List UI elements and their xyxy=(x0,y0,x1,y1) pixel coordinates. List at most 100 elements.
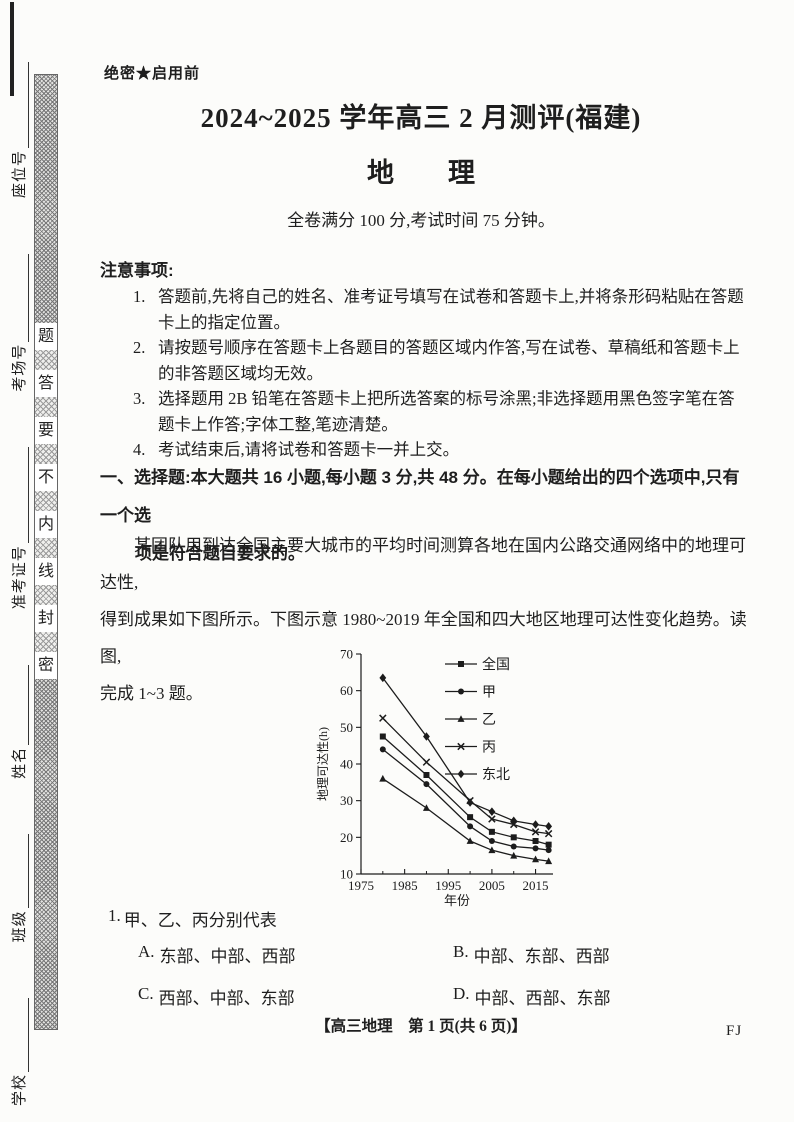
chart-axes: 10 20 30 40 50 60 70 1975 1985 1995 2005 2015 年份 地理可达… xyxy=(316,647,553,908)
exam-info-line: 全卷满分 100 分,考试时间 75 分钟。 xyxy=(287,211,555,230)
note-number: 4. xyxy=(133,440,146,459)
seal-char: 不 xyxy=(35,464,57,491)
question-number: 1. xyxy=(108,906,121,925)
page-footer: 【高三地理 第 1 页(共 6 页)】 xyxy=(315,1018,527,1035)
option-d-text: 中部、西部、东部 xyxy=(474,989,611,1008)
field-class-blank xyxy=(13,834,29,909)
accessibility-line-chart: 10 20 30 40 50 60 70 1975 1985 1995 2005 2015 年份 地理可达… xyxy=(315,640,565,908)
svg-text:丙: 丙 xyxy=(482,740,496,755)
option-a: A. 东部、中部、西部 xyxy=(138,942,453,967)
field-exam-room: 考场号 xyxy=(8,253,29,392)
seal-bar-text: 题 答 要 不 内 线 封 密 xyxy=(35,323,57,679)
seal-char: 内 xyxy=(35,511,57,538)
question-stem: 甲、乙、丙分别代表 xyxy=(123,911,277,930)
passage-line: 完成 1~3 题。 xyxy=(100,684,203,703)
seal-line-bar: 题 答 要 不 内 线 封 密 xyxy=(34,74,58,1030)
svg-text:1975: 1975 xyxy=(348,878,374,893)
field-name-blank xyxy=(13,664,29,745)
option-c: C. 西部、中部、东部 xyxy=(138,984,453,1009)
svg-text:全国: 全国 xyxy=(482,656,510,673)
svg-text:东北: 东北 xyxy=(482,767,510,783)
note-number: 2. xyxy=(133,338,146,357)
option-a-text: 东部、中部、西部 xyxy=(159,947,296,966)
accessibility-line-chart-svg: 10 20 30 40 50 60 70 1975 1985 1995 2005 2015 年份 地理可达… xyxy=(316,647,553,908)
note-number: 1. xyxy=(133,287,146,306)
option-b-key: B. xyxy=(453,942,469,961)
note-item: 4. 考试结束后,请将试卷和答题卡一并上交。 xyxy=(133,437,745,463)
svg-text:2005: 2005 xyxy=(479,878,505,893)
seal-char: 答 xyxy=(35,370,57,397)
svg-text:地理可达性(h): 地理可达性(h) xyxy=(316,727,330,801)
svg-text:年份: 年份 xyxy=(444,893,470,908)
note-text: 考试结束后,请将试卷和答题卡一并上交。 xyxy=(158,440,460,459)
field-seat-number-label: 座位号 xyxy=(12,150,28,199)
secrecy-notice: 绝密★启用前 xyxy=(104,65,201,82)
option-c-key: C. xyxy=(138,984,154,1003)
field-admission-number-label: 准考证号 xyxy=(12,545,28,610)
seal-char: 题 xyxy=(35,323,57,350)
option-a-key: A. xyxy=(138,942,155,961)
svg-text:70: 70 xyxy=(340,647,353,662)
field-class: 班级 xyxy=(8,834,29,942)
series-丙 xyxy=(379,714,553,838)
footer-region-code: FJ xyxy=(726,1023,743,1039)
svg-text:50: 50 xyxy=(340,720,353,735)
seal-char: 封 xyxy=(35,605,57,632)
notes-list: 1. 答题前,先将自己的姓名、准考证号填写在试卷和答题卡上,并将条形码粘贴在答题… xyxy=(133,284,745,463)
svg-text:1985: 1985 xyxy=(392,878,418,893)
field-school: 学校 xyxy=(8,997,29,1106)
series-全国 xyxy=(379,733,552,848)
series-乙 xyxy=(379,774,553,865)
section-heading: 一、选择题:本大题共 16 小题,每小题 3 分,共 48 分。在每小题给出的四… xyxy=(100,459,748,573)
field-admission-number: 准考证号 xyxy=(8,447,29,609)
svg-text:1995: 1995 xyxy=(435,878,461,893)
question-1: 1. 甲、乙、丙分别代表 xyxy=(108,906,277,931)
svg-text:甲: 甲 xyxy=(482,685,496,700)
subject-title: 地 理 xyxy=(367,158,475,188)
scan-edge-mark xyxy=(10,2,14,96)
svg-text:20: 20 xyxy=(340,830,353,845)
note-item: 2. 请按题号顺序在答题卡上各题目的答题区域内作答,写在试卷、草稿纸和答题卡上的… xyxy=(133,335,745,386)
option-d: D. 中部、西部、东部 xyxy=(453,984,750,1009)
field-school-label: 学校 xyxy=(12,1073,28,1106)
field-seat-number: 座位号 xyxy=(8,62,29,198)
option-c-text: 西部、中部、东部 xyxy=(158,989,295,1008)
exam-title: 2024~2025 学年高三 2 月测评(福建) xyxy=(200,103,642,133)
svg-text:30: 30 xyxy=(340,793,353,808)
series-甲 xyxy=(379,746,552,854)
field-name-label: 姓名 xyxy=(12,746,28,779)
passage: 某团队用到达全国主要大城市的平均时间测算各地在国内公路交通网络中的地理可达性, … xyxy=(100,527,748,712)
option-b: B. 中部、东部、西部 xyxy=(453,942,750,967)
svg-text:60: 60 xyxy=(340,683,353,698)
svg-text:乙: 乙 xyxy=(482,712,496,728)
note-number: 3. xyxy=(133,389,146,408)
option-b-text: 中部、东部、西部 xyxy=(473,947,610,966)
series-东北 xyxy=(379,673,553,831)
note-text: 请按题号顺序在答题卡上各题目的答题区域内作答,写在试卷、草稿纸和答题卡上的非答题… xyxy=(158,338,740,383)
option-d-key: D. xyxy=(453,984,470,1003)
notes-heading: 注意事项: xyxy=(100,261,174,280)
question-1-options: A. 东部、中部、西部 B. 中部、东部、西部 C. 西部、中部、东部 D. 中… xyxy=(138,942,750,1009)
svg-text:2015: 2015 xyxy=(523,878,549,893)
field-seat-number-blank xyxy=(13,62,29,149)
field-class-label: 班级 xyxy=(12,910,28,943)
field-exam-room-blank xyxy=(13,253,29,342)
seal-char: 线 xyxy=(35,558,57,585)
passage-line: 得到成果如下图所示。下图示意 1980~2019 年全国和四大地区地理可达性变化… xyxy=(100,610,747,666)
field-school-blank xyxy=(13,997,29,1072)
seal-char: 要 xyxy=(35,417,57,444)
note-text: 答题前,先将自己的姓名、准考证号填写在试卷和答题卡上,并将条形码粘贴在答题卡上的… xyxy=(158,287,744,332)
seal-bar-bottom-hatch xyxy=(35,679,57,1029)
svg-text:40: 40 xyxy=(340,757,353,772)
note-text: 选择题用 2B 铅笔在答题卡上把所选答案的标号涂黑;非选择题用黑色签字笔在答题卡… xyxy=(158,389,735,434)
sidebar-fields: 学校 班级 姓名 准考证号 考场号 座位号 xyxy=(3,62,29,1106)
note-item: 1. 答题前,先将自己的姓名、准考证号填写在试卷和答题卡上,并将条形码粘贴在答题… xyxy=(133,284,745,335)
field-exam-room-label: 考场号 xyxy=(12,343,28,392)
seal-bar-top-hatch xyxy=(35,75,57,323)
passage-line: 某团队用到达全国主要大城市的平均时间测算各地在国内公路交通网络中的地理可达性, xyxy=(100,536,746,592)
svg-text:10: 10 xyxy=(340,867,353,882)
section-heading-line1: 一、选择题:本大题共 16 小题,每小题 3 分,共 48 分。在每小题给出的四… xyxy=(100,468,740,525)
seal-char: 密 xyxy=(35,652,57,679)
